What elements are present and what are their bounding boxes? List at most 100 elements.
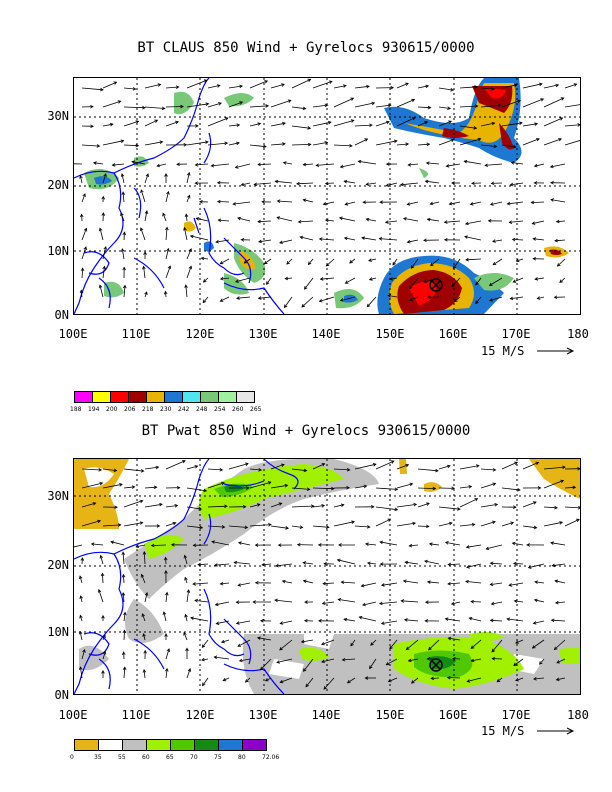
wind-arrow [467, 677, 482, 682]
wind-arrow [485, 163, 503, 166]
wind-arrow-head [405, 463, 410, 468]
wind-arrow [368, 258, 377, 262]
panel1-xlabel-140e: 140E [311, 327, 341, 341]
wind-arrow [426, 162, 440, 165]
wind-arrow-head [164, 569, 168, 574]
wind-arrow-head [175, 120, 179, 125]
wind-arrow [218, 219, 230, 222]
wind-arrow [515, 639, 524, 644]
wind-arrow-head [448, 201, 453, 206]
wind-arrow [236, 620, 251, 624]
wind-arrow [543, 466, 566, 470]
wind-arrow-head [424, 600, 429, 604]
wind-arrow-head [221, 481, 225, 486]
wind-arrow-head [139, 227, 144, 232]
wind-arrow [325, 219, 335, 222]
wind-arrow-head [145, 173, 149, 178]
wind-arrow [534, 581, 545, 584]
wind-arrow [257, 163, 272, 165]
wind-arrow-head [194, 465, 199, 469]
wind-arrow-head [519, 121, 523, 126]
wind-arrow [471, 601, 482, 603]
wind-arrow [333, 85, 347, 89]
wind-arrow-head [98, 227, 103, 232]
wind-arrow [369, 658, 377, 669]
wind-arrow-head [403, 618, 408, 622]
wind-arrow-head [111, 163, 116, 167]
wind-arrow [491, 639, 503, 653]
wind-arrow-head [387, 103, 392, 108]
wind-arrow-head [445, 164, 450, 168]
wind-arrow [123, 106, 146, 109]
wind-arrow [564, 104, 580, 108]
wind-arrow-head [279, 647, 283, 651]
wind-arrow-head [451, 486, 456, 491]
wind-arrow-head [183, 226, 187, 231]
wind-arrow-head [407, 658, 412, 663]
panel1-ylabel-10n: 10N [47, 244, 69, 258]
wind-arrow [396, 117, 416, 127]
wind-arrow [396, 143, 409, 146]
wind-arrow-head [100, 572, 105, 577]
wind-arrow [234, 562, 251, 565]
wind-arrow [408, 658, 419, 662]
wind-arrow [367, 562, 377, 565]
wind-arrow [301, 639, 314, 643]
wind-arrow [522, 138, 540, 146]
wind-arrow-head [526, 543, 530, 547]
wind-arrow-head [423, 279, 428, 284]
wind-arrow [375, 121, 390, 127]
wind-arrow [516, 258, 524, 262]
wind-arrow [122, 592, 125, 603]
wind-arrow [102, 81, 117, 89]
wind-arrow-head [264, 678, 269, 682]
wind-arrow-head [577, 505, 580, 510]
wind-arrow [274, 599, 293, 603]
wind-arrow [550, 199, 566, 203]
wind-arrow-head [447, 636, 452, 641]
wind-arrow [410, 258, 419, 269]
wind-arrow [401, 600, 419, 603]
wind-arrow-head [558, 138, 562, 142]
panel2-xlabel-180: 180 [567, 708, 589, 722]
wind-arrow-head [213, 655, 218, 660]
wind-arrow-head [236, 123, 241, 127]
colorbar-swatch [170, 739, 195, 751]
wind-arrow-head [194, 181, 199, 185]
wind-arrow [550, 163, 566, 168]
wind-arrow [451, 277, 461, 287]
wind-arrow-head [366, 525, 371, 529]
colorbar-label: 75 [214, 754, 222, 761]
wind-arrow-head [102, 650, 107, 655]
wind-arrow [143, 266, 146, 279]
wind-arrow [407, 239, 419, 243]
wind-arrow-head [400, 599, 405, 603]
wind-arrow [280, 677, 293, 683]
wind-arrow [214, 563, 230, 566]
wind-arrow-head [554, 238, 558, 243]
wind-arrow [81, 246, 87, 260]
wind-arrow [165, 248, 169, 260]
wind-arrow-head [122, 629, 127, 634]
colorbar-swatch [236, 391, 255, 403]
wind-arrow-head [512, 561, 517, 566]
pwat-field [74, 459, 580, 694]
wind-arrow-head [189, 234, 194, 239]
wind-arrow-head [282, 161, 287, 165]
wind-arrow [396, 504, 417, 508]
wind-arrow [184, 227, 188, 241]
wind-arrow-head [513, 662, 517, 666]
wind-arrow [550, 542, 566, 546]
wind-arrow-head [276, 216, 280, 220]
wind-arrow [417, 121, 428, 127]
wind-arrow-head [517, 99, 521, 103]
panel1-reference-arrow [537, 347, 575, 355]
wind-arrow [142, 613, 146, 622]
wind-arrow [305, 677, 314, 687]
wind-arrow-head [296, 181, 300, 186]
wind-arrow [396, 522, 416, 527]
colorbar-swatch [74, 739, 99, 751]
wind-arrow [196, 217, 209, 222]
wind-arrow [81, 144, 100, 147]
panel2-ylabel-10n: 10N [47, 625, 69, 639]
